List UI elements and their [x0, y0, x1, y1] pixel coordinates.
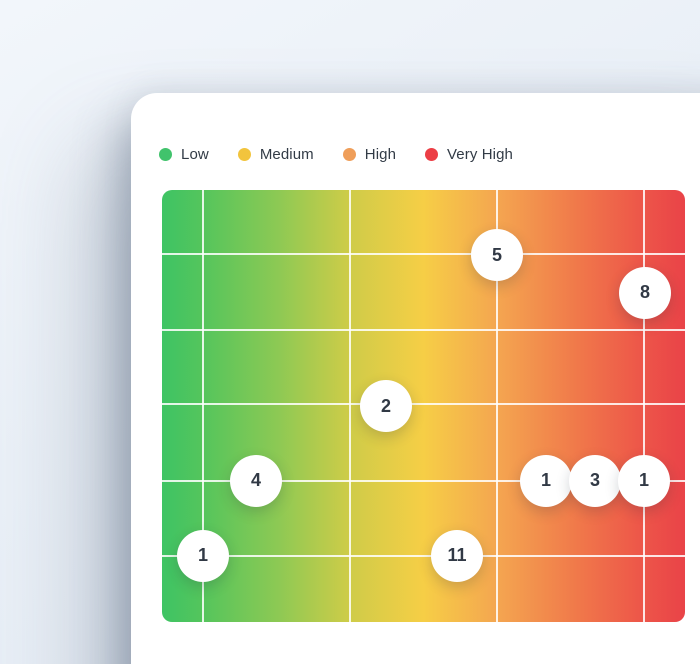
grid-line-horizontal — [162, 329, 685, 331]
grid-line-vertical — [349, 190, 352, 622]
risk-chart-card: Low Medium High Very High 5 8 2 4 1 3 1 1 11 — [131, 93, 700, 664]
risk-bubble-6-value-1[interactable]: 1 — [617, 454, 670, 507]
grid-line-horizontal — [162, 252, 685, 255]
grid-line-horizontal — [162, 403, 685, 405]
grid-line-horizontal — [162, 479, 685, 482]
legend-dot-very-high-icon — [425, 147, 439, 161]
risk-bubble-1-value-8[interactable]: 8 — [618, 266, 671, 319]
risk-bubble-5-value-3[interactable]: 3 — [568, 454, 621, 507]
risk-bubble-7-value-1[interactable]: 1 — [177, 529, 229, 582]
legend-item-low[interactable]: Low — [159, 146, 209, 163]
risk-bubble-0-value-5[interactable]: 5 — [470, 229, 523, 282]
legend-dot-low-icon — [159, 147, 172, 161]
legend-item-high[interactable]: High — [342, 145, 397, 163]
grid-line-vertical — [642, 190, 645, 622]
risk-legend: Low Medium High Very High — [159, 142, 513, 166]
grid-line-horizontal — [162, 554, 685, 557]
legend-dot-medium-icon — [237, 147, 251, 161]
grid-line-vertical — [202, 190, 204, 622]
risk-bubble-2-value-2[interactable]: 2 — [360, 380, 412, 432]
risk-heatmap: 5 8 2 4 1 3 1 1 11 — [162, 190, 685, 622]
legend-item-very-high[interactable]: Very High — [425, 146, 513, 163]
legend-label-low: Low — [181, 145, 209, 163]
legend-label-very-high: Very High — [447, 145, 513, 163]
legend-dot-high-icon — [342, 147, 356, 161]
grid-line-vertical — [495, 190, 498, 622]
risk-bubble-4-value-1[interactable]: 1 — [519, 454, 572, 507]
risk-bubble-3-value-4[interactable]: 4 — [229, 454, 282, 507]
legend-item-medium[interactable]: Medium — [237, 145, 314, 163]
legend-label-medium: Medium — [259, 145, 314, 163]
legend-label-high: High — [364, 145, 397, 163]
risk-bubble-8-value-11[interactable]: 11 — [431, 529, 484, 582]
